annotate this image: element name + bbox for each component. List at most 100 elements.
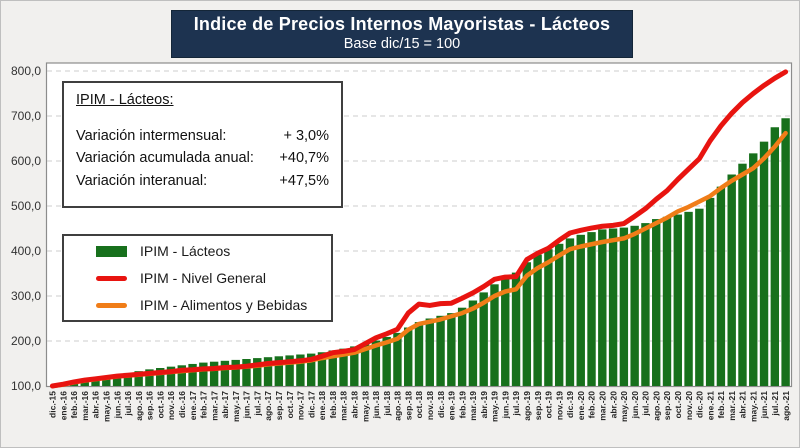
svg-text:may.-20: may.-20	[619, 391, 629, 422]
svg-text:feb.-18: feb.-18	[328, 391, 338, 419]
svg-text:nov.-16: nov.-16	[166, 391, 176, 420]
info-row-intermensual: Variación intermensual: + 3,0%	[76, 125, 329, 147]
svg-text:dic.-20: dic.-20	[695, 391, 705, 418]
svg-text:abr.-19: abr.-19	[479, 391, 489, 419]
svg-text:jun.-16: jun.-16	[112, 391, 122, 420]
svg-text:sep.-18: sep.-18	[403, 391, 413, 421]
svg-text:nov.-17: nov.-17	[296, 391, 306, 420]
svg-text:ene.-21: ene.-21	[705, 391, 715, 421]
legend-swatch-bar-icon	[96, 245, 127, 257]
legend-label: IPIM - Alimentos y Bebidas	[140, 297, 308, 313]
legend-swatch-line-icon	[96, 302, 127, 308]
svg-text:100,0: 100,0	[11, 379, 41, 393]
info-row-interanual: Variación interanual: +47,5%	[76, 170, 329, 192]
svg-text:ene.-19: ene.-19	[447, 391, 457, 421]
legend: IPIM - Lácteos IPIM - Nivel General IPIM…	[62, 234, 333, 322]
info-value: +40,7%	[279, 150, 329, 167]
svg-text:mar.-21: mar.-21	[727, 391, 737, 421]
svg-text:jun.-17: jun.-17	[242, 391, 252, 420]
svg-text:ago.-17: ago.-17	[263, 391, 273, 421]
y-axis-labels: 100,0 200,0 300,0 400,0 500,0 600,0 700,0 800,0	[11, 64, 41, 393]
line-ipim-nivel-general	[49, 69, 789, 389]
svg-text:may.-16: may.-16	[102, 391, 112, 422]
svg-text:sep.-19: sep.-19	[533, 391, 543, 421]
svg-text:oct.-16: oct.-16	[155, 391, 165, 419]
svg-text:ene.-20: ene.-20	[576, 391, 586, 421]
info-box: IPIM - Lácteos: Variación intermensual: …	[62, 81, 343, 208]
svg-text:sep.-20: sep.-20	[662, 391, 672, 421]
info-label: Variación intermensual:	[76, 128, 227, 144]
svg-text:may.-18: may.-18	[360, 391, 370, 422]
legend-label: IPIM - Nivel General	[140, 270, 267, 286]
svg-text:jun.-19: jun.-19	[500, 391, 510, 420]
svg-text:jul.-17: jul.-17	[252, 391, 262, 417]
svg-text:may.-17: may.-17	[231, 391, 241, 422]
svg-text:nov.-18: nov.-18	[425, 391, 435, 420]
svg-text:ene.-18: ene.-18	[317, 391, 327, 421]
svg-text:400,0: 400,0	[11, 244, 41, 258]
svg-text:feb.-16: feb.-16	[69, 391, 79, 419]
svg-text:nov.-19: nov.-19	[554, 391, 564, 420]
svg-text:ene.-17: ene.-17	[188, 391, 198, 421]
legend-item-nivel-general: IPIM - Nivel General	[96, 270, 331, 286]
svg-text:jun.-21: jun.-21	[759, 391, 769, 420]
svg-text:ago.-21: ago.-21	[781, 391, 791, 421]
svg-text:jul.-21: jul.-21	[770, 391, 780, 417]
svg-text:600,0: 600,0	[11, 154, 41, 168]
svg-text:sep.-16: sep.-16	[145, 391, 155, 421]
info-value: + 3,0%	[283, 128, 329, 144]
svg-text:dic.-19: dic.-19	[565, 391, 575, 418]
chart-subtitle: Base dic/15 = 100	[343, 36, 461, 52]
svg-text:ago.-20: ago.-20	[651, 391, 661, 421]
svg-text:oct.-17: oct.-17	[285, 391, 295, 419]
svg-text:700,0: 700,0	[11, 109, 41, 123]
info-box-heading: IPIM - Lácteos:	[76, 92, 174, 108]
svg-text:dic.-15: dic.-15	[48, 391, 58, 418]
svg-text:ago.-19: ago.-19	[522, 391, 532, 421]
chart-title: Indice de Precios Internos Mayoristas - …	[193, 14, 611, 34]
svg-text:may.-19: may.-19	[490, 391, 500, 422]
svg-text:200,0: 200,0	[11, 334, 41, 348]
svg-text:feb.-20: feb.-20	[587, 391, 597, 419]
legend-swatch-line-icon	[96, 275, 127, 281]
legend-label: IPIM - Lácteos	[140, 243, 231, 259]
info-label: Variación acumulada anual:	[76, 150, 254, 167]
svg-text:ago.-18: ago.-18	[393, 391, 403, 421]
svg-text:dic.-17: dic.-17	[306, 391, 316, 418]
svg-text:feb.-19: feb.-19	[457, 391, 467, 419]
svg-text:jun.-18: jun.-18	[371, 391, 381, 420]
svg-text:abr.-20: abr.-20	[608, 391, 618, 419]
svg-text:feb.-17: feb.-17	[199, 391, 209, 419]
svg-text:mar.-18: mar.-18	[339, 391, 349, 421]
chart-title-box: Indice de Precios Internos Mayoristas - …	[171, 10, 633, 58]
svg-text:jun.-20: jun.-20	[630, 391, 640, 420]
svg-text:mar.-20: mar.-20	[598, 391, 608, 421]
svg-text:mar.-19: mar.-19	[468, 391, 478, 421]
svg-text:oct.-19: oct.-19	[544, 391, 554, 419]
legend-item-lacteos: IPIM - Lácteos	[96, 243, 331, 259]
svg-text:ago.-16: ago.-16	[134, 391, 144, 421]
svg-text:nov.-20: nov.-20	[684, 391, 694, 420]
x-axis-labels: dic.-15 ene.-16 feb.-16 mar.-16 abr.-16 may.-…	[48, 391, 791, 422]
info-row-acumulada: Variación acumulada anual: +40,7%	[76, 147, 329, 169]
svg-text:sep.-17: sep.-17	[274, 391, 284, 421]
svg-text:oct.-18: oct.-18	[414, 391, 424, 419]
info-value: +47,5%	[279, 172, 329, 189]
svg-text:dic.-16: dic.-16	[177, 391, 187, 418]
svg-text:300,0: 300,0	[11, 289, 41, 303]
info-label: Variación interanual:	[76, 172, 208, 189]
svg-text:abr.-17: abr.-17	[220, 391, 230, 419]
svg-text:feb.-21: feb.-21	[716, 391, 726, 419]
svg-text:ene.-16: ene.-16	[58, 391, 68, 421]
svg-text:abr.-16: abr.-16	[91, 391, 101, 419]
svg-text:abr.-21: abr.-21	[738, 391, 748, 419]
svg-text:800,0: 800,0	[11, 64, 41, 78]
svg-text:mar.-16: mar.-16	[80, 391, 90, 421]
svg-text:jul.-19: jul.-19	[511, 391, 521, 417]
svg-text:dic.-18: dic.-18	[436, 391, 446, 418]
bars-ipim-lacteos	[58, 118, 790, 386]
svg-text:may.-21: may.-21	[748, 391, 758, 422]
svg-text:jul.-18: jul.-18	[382, 391, 392, 417]
